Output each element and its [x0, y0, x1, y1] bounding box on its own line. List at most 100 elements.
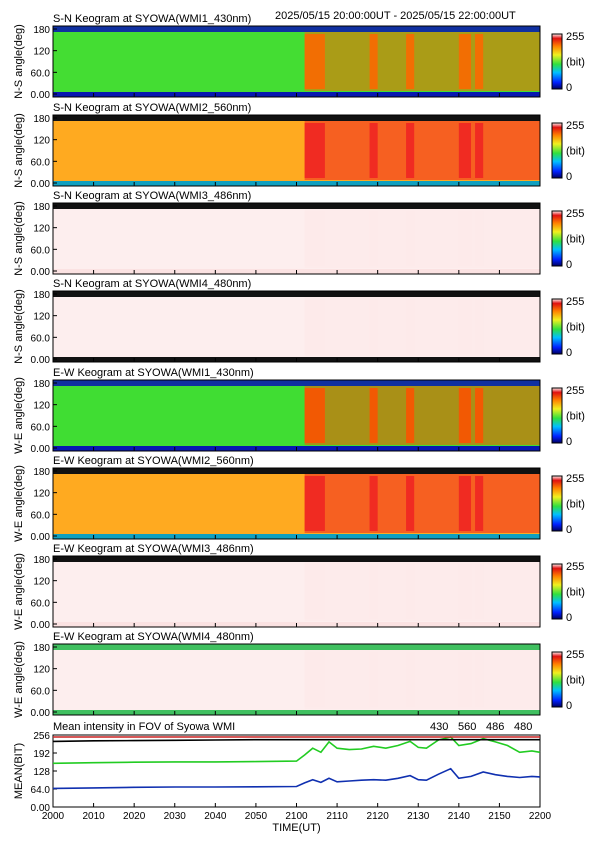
y-tick-label: 180 — [33, 555, 50, 566]
event-region — [304, 121, 540, 180]
mean-y-tick-label: 64.0 — [31, 785, 51, 796]
aurora-burst — [475, 211, 484, 266]
aurora-burst — [475, 123, 484, 178]
y-tick-label: 180 — [33, 25, 50, 36]
aurora-burst — [406, 299, 415, 354]
aurora-burst — [369, 211, 378, 266]
colorbar — [551, 210, 563, 267]
aurora-burst — [458, 564, 472, 619]
x-tick-label: 2010 — [82, 811, 105, 822]
edge-row — [53, 468, 540, 474]
y-tick-label: 0.00 — [31, 179, 51, 190]
aurora-burst — [475, 388, 484, 443]
y-tick-label: 120 — [33, 665, 50, 676]
aurora-burst — [369, 34, 378, 89]
colorbar-max-label: 255 — [566, 208, 584, 220]
y-axis-label: W-E angle(deg) — [13, 641, 25, 718]
colorbar-max-label: 255 — [566, 120, 584, 132]
legend-entry: 430 — [430, 721, 448, 733]
aurora-burst — [304, 388, 325, 443]
keogram-panel: S-N Keogram at SYOWA(WMI2_560nm)180 120 60… — [13, 102, 585, 190]
y-axis-label: W-E angle(deg) — [13, 553, 25, 630]
keogram-panel: E-W Keogram at SYOWA(WMI2_560nm)180 120 60… — [13, 455, 585, 543]
colorbar — [551, 298, 563, 355]
aurora-burst — [369, 652, 378, 707]
y-tick-label: 120 — [33, 489, 50, 500]
panel-title: S-N Keogram at SYOWA(WMI1_430nm) — [53, 13, 251, 25]
colorbar-min-label: 0 — [566, 524, 572, 536]
y-tick-label: 180 — [33, 290, 50, 301]
x-tick-label: 2110 — [326, 811, 348, 822]
y-tick-label: 0.00 — [31, 444, 51, 455]
colorbar-unit-label: (bit) — [566, 499, 585, 511]
mean-y-tick-label: 128 — [33, 767, 50, 778]
y-axis-label: N-S angle(deg) — [13, 113, 25, 188]
legend-entry: 480 — [514, 721, 532, 733]
legend-entry: 486 — [486, 721, 504, 733]
edge-row — [53, 115, 540, 121]
y-tick-label: 0.00 — [31, 90, 51, 101]
aurora-burst — [475, 476, 484, 531]
colorbar-max-label: 255 — [566, 385, 584, 397]
y-tick-label: 60.0 — [31, 157, 51, 168]
aurora-burst — [406, 388, 415, 443]
series-line-430 — [52, 767, 541, 790]
y-axis-label: N-S angle(deg) — [13, 201, 25, 276]
y-tick-label: 180 — [33, 379, 50, 390]
panel-title: E-W Keogram at SYOWA(WMI3_486nm) — [53, 543, 254, 555]
keogram-panel: S-N Keogram at SYOWA(WMI4_480nm)180 120 60… — [13, 278, 585, 366]
mean-y-tick-label: 192 — [33, 749, 50, 760]
aurora-burst — [304, 476, 325, 531]
keogram-panel: E-W Keogram at SYOWA(WMI1_430nm)180 120 60… — [13, 367, 585, 455]
edge-row — [53, 556, 540, 562]
panel-title: E-W Keogram at SYOWA(WMI1_430nm) — [53, 367, 254, 379]
aurora-burst — [304, 299, 325, 354]
colorbar-max-label: 255 — [566, 296, 584, 308]
x-tick-label: 2020 — [123, 811, 146, 822]
event-region — [304, 386, 540, 445]
keogram-panel: S-N Keogram at SYOWA(WMI1_430nm)180 120 60… — [13, 13, 585, 101]
edge-row — [53, 644, 540, 650]
colorbar-max-label: 255 — [566, 561, 584, 573]
panel-title: S-N Keogram at SYOWA(WMI3_486nm) — [53, 190, 251, 202]
aurora-burst — [369, 388, 378, 443]
panel-title: E-W Keogram at SYOWA(WMI2_560nm) — [53, 455, 254, 467]
time-axis: 2000 2010 2020 2030 2040 2050 2100 2110 2120 2130… — [42, 803, 552, 834]
keogram-panel: E-W Keogram at SYOWA(WMI3_486nm)180 120 60… — [13, 543, 585, 631]
x-tick-label: 2000 — [42, 811, 65, 822]
edge-row — [53, 203, 540, 209]
colorbar-unit-label: (bit) — [566, 234, 585, 246]
colorbar — [551, 563, 563, 620]
x-tick-label: 2200 — [529, 811, 552, 822]
y-tick-label: 120 — [33, 47, 50, 58]
aurora-burst — [406, 123, 415, 178]
y-tick-label: 0.00 — [31, 355, 51, 366]
x-tick-label: 2030 — [164, 811, 187, 822]
mean-y-tick-label: 0.00 — [31, 803, 51, 814]
colorbar-min-label: 0 — [566, 700, 572, 712]
y-tick-label: 120 — [33, 312, 50, 323]
y-axis-label: W-E angle(deg) — [13, 465, 25, 542]
x-tick-label: 2130 — [407, 811, 430, 822]
aurora-burst — [458, 34, 472, 89]
aurora-burst — [369, 123, 378, 178]
aurora-burst — [458, 211, 472, 266]
colorbar-unit-label: (bit) — [566, 322, 585, 334]
panel-title: S-N Keogram at SYOWA(WMI2_560nm) — [53, 102, 251, 114]
x-tick-label: 2040 — [204, 811, 227, 822]
y-tick-label: 180 — [33, 467, 50, 478]
y-tick-label: 180 — [33, 643, 50, 654]
colorbar-max-label: 255 — [566, 649, 584, 661]
mean-plot-frame — [52, 734, 541, 808]
aurora-burst — [304, 123, 325, 178]
aurora-burst — [304, 211, 325, 266]
aurora-burst — [475, 34, 484, 89]
y-tick-label: 0.00 — [31, 620, 51, 631]
panel-title: E-W Keogram at SYOWA(WMI4_480nm) — [53, 631, 254, 643]
edge-row — [53, 380, 540, 386]
aurora-burst — [369, 299, 378, 354]
aurora-burst — [406, 564, 415, 619]
event-region — [304, 650, 540, 709]
colorbar-max-label: 255 — [566, 31, 584, 43]
time-range-header: 2025/05/15 20:00:00UT - 2025/05/15 22:00… — [275, 10, 516, 22]
